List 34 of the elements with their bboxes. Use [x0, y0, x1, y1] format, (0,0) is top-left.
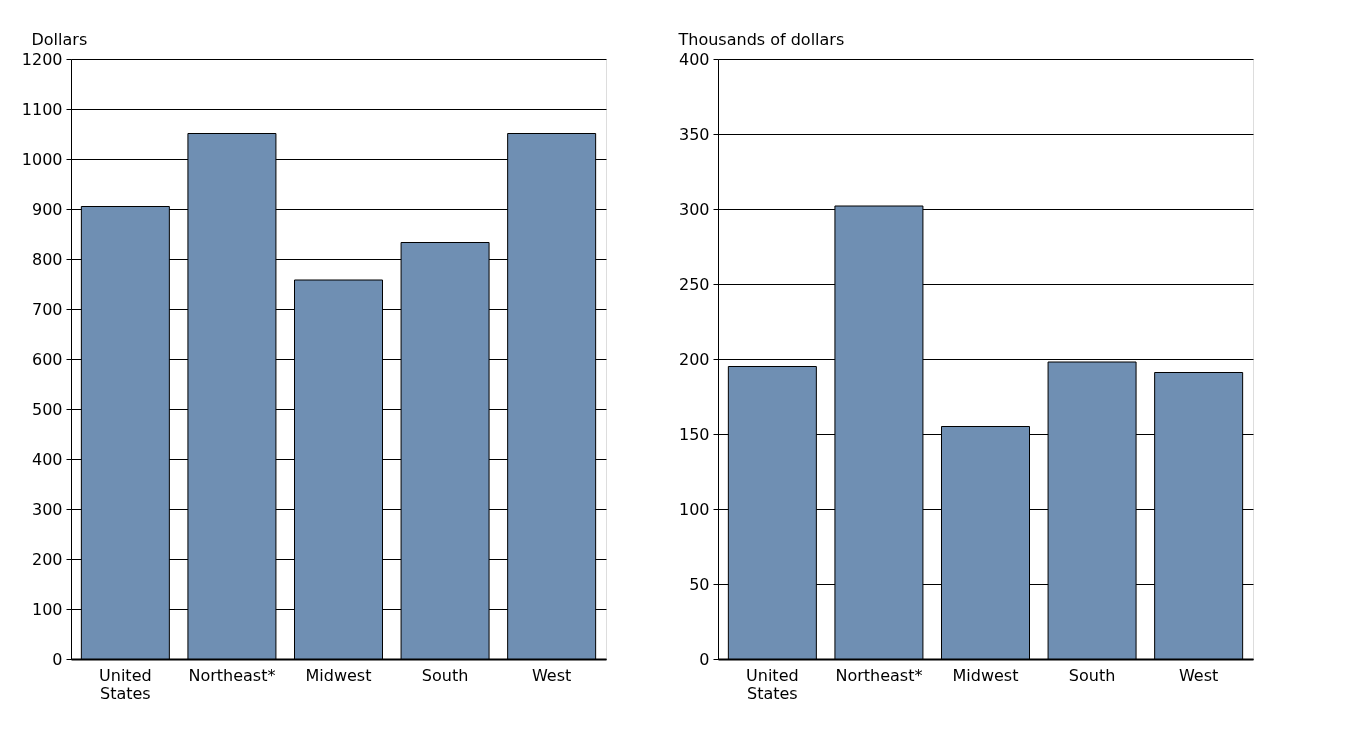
y-tick-label: 300 [31, 499, 63, 519]
y-tick-label: 800 [31, 249, 63, 269]
y-tick-label: 200 [678, 349, 710, 369]
y-tick-label: 500 [31, 399, 63, 419]
y-tick-label: 700 [31, 299, 63, 319]
y-tick-label: 600 [31, 349, 63, 369]
y-tick-label: 1200 [21, 49, 63, 69]
y-axis-title: Thousands of dollars [677, 29, 845, 49]
y-tick-label: 150 [678, 424, 710, 444]
y-tick-label: 1100 [21, 99, 63, 119]
y-tick-label: 0 [699, 649, 710, 669]
x-tick-label: United States [746, 665, 799, 703]
y-tick-label: 300 [678, 199, 710, 219]
y-tick-label: 0 [52, 649, 63, 669]
y-tick-label: 1000 [21, 149, 63, 169]
x-tick-label: South [1068, 665, 1116, 685]
y-tick-label: 50 [689, 574, 710, 594]
x-tick-label: Midwest [952, 665, 1019, 685]
y-tick-label: 350 [678, 124, 710, 144]
x-tick-label: Northeast* [188, 665, 276, 685]
y-tick-label: 400 [31, 449, 63, 469]
x-tick-label: West [1178, 665, 1219, 685]
y-tick-label: 400 [678, 49, 710, 69]
y-tick-label: 200 [31, 549, 63, 569]
x-tick-label: Midwest [305, 665, 372, 685]
y-tick-label: 100 [31, 599, 63, 619]
y-tick-label: 900 [31, 199, 63, 219]
x-tick-label: West [531, 665, 572, 685]
x-tick-label: United States [99, 665, 152, 703]
y-tick-label: 250 [678, 274, 710, 294]
x-tick-label: South [421, 665, 469, 685]
x-tick-label: Northeast* [835, 665, 923, 685]
y-tick-label: 100 [678, 499, 710, 519]
y-axis-title: Dollars [31, 29, 88, 49]
